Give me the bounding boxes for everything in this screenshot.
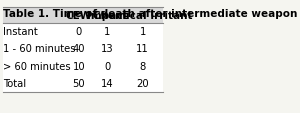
Text: 8: 8	[140, 61, 146, 71]
Text: > 60 minutes: > 60 minutes	[3, 61, 70, 71]
Text: 40: 40	[73, 44, 85, 54]
Text: 11: 11	[136, 44, 149, 54]
Bar	[3, 9, 163, 23]
Text: Instant: Instant	[3, 27, 38, 37]
Text: 14: 14	[101, 78, 114, 88]
Bar	[3, 58, 163, 75]
Bar	[3, 75, 163, 92]
Text: 1: 1	[140, 27, 146, 37]
Text: Table 1. Time of death after intermediate weapon encounters: Table 1. Time of death after intermediat…	[3, 9, 300, 19]
Text: 0: 0	[76, 27, 82, 37]
Text: 10: 10	[73, 61, 85, 71]
Text: Chemical Irritant: Chemical Irritant	[93, 11, 192, 21]
Text: Impact: Impact	[87, 11, 128, 21]
Text: 1 - 60 minutes: 1 - 60 minutes	[3, 44, 76, 54]
Bar	[3, 41, 163, 58]
Text: 50: 50	[73, 78, 85, 88]
Text: 20: 20	[136, 78, 149, 88]
Text: 1: 1	[104, 27, 111, 37]
Bar	[3, 23, 163, 41]
Text: 0: 0	[104, 61, 111, 71]
Text: CEW: CEW	[66, 11, 92, 21]
Text: Total: Total	[3, 78, 26, 88]
Text: 13: 13	[101, 44, 114, 54]
